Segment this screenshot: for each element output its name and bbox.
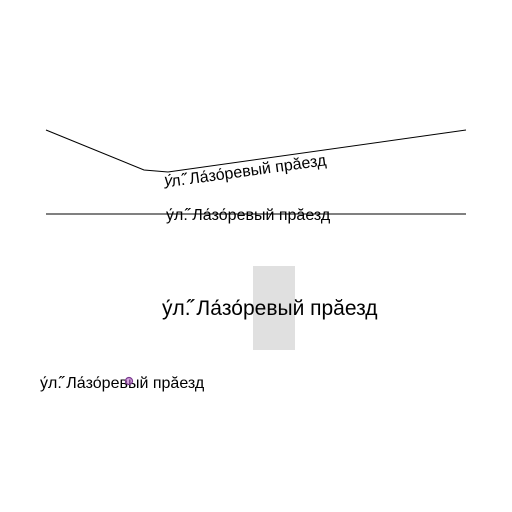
small-label: у́л.̋̋ Ла́зо́ревый прӑезд (40, 375, 205, 392)
point-marker (124, 376, 134, 386)
bent-line (45, 129, 467, 173)
straight-label: у́л.̋̋ Ла́зо́ревый прӑезд (166, 207, 331, 224)
large-label: у́л.̋̋ Ла́зо́ревый прӑезд (162, 297, 378, 320)
highlight-box (253, 266, 295, 350)
curved-label: у́л.̋̋ Ла́зо́ревый прӑезд (164, 152, 328, 190)
